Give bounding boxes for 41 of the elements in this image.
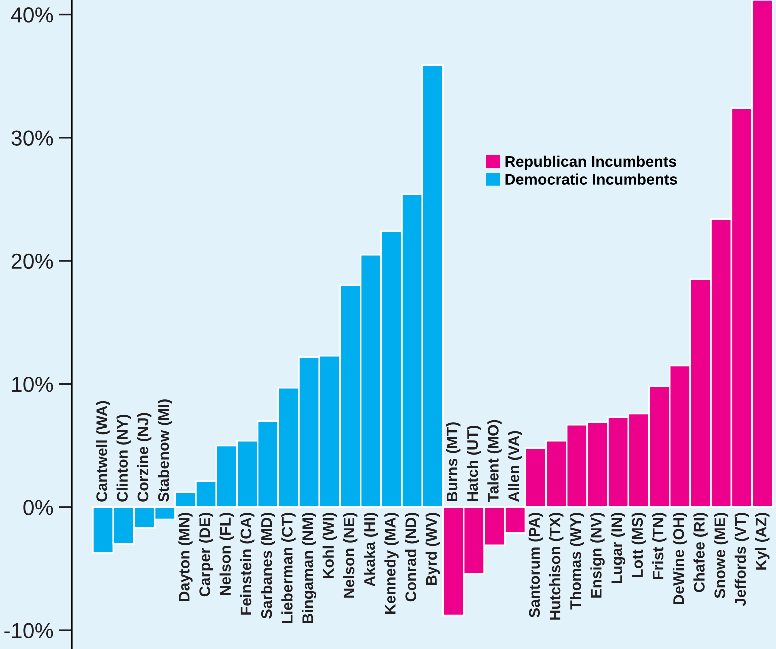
x-tick-label: Lott (MS) (632, 513, 646, 578)
y-tick-label: -10% (4, 623, 54, 639)
x-tick-label: Burns (MT) (446, 422, 461, 502)
y-tick-label: 40% (11, 8, 54, 23)
x-tick-label: DeWine (OH) (673, 513, 688, 605)
x-tick-label: Snowe (ME) (714, 513, 729, 598)
x-tick-label: Akaka (HI) (364, 513, 378, 587)
x-tick-label: Hatch (UT) (467, 426, 482, 502)
x-tick-label: Kohl (WI) (322, 513, 338, 578)
x-tick-label: Sarbanes (MD) (261, 513, 276, 619)
y-tick-label: 20% (12, 254, 54, 270)
y-tick-label: 30% (12, 130, 54, 146)
x-tick-label: Bingaman (NM) (302, 513, 316, 624)
x-tick-label: Lieberman (CT) (282, 513, 296, 624)
y-tick-label: 0% (24, 500, 54, 516)
x-tick-label: Nelson (FL) (220, 513, 234, 596)
x-tick-label: Thomas (WY) (570, 513, 584, 610)
x-tick-label: Kennedy (MA) (384, 513, 399, 614)
x-tick-label: Stabenow (MI) (158, 400, 172, 502)
x-tick-label: Jeffords (VT) (734, 513, 750, 606)
x-tick-label: Nelson (NE) (343, 513, 358, 598)
x-tick-label: Cantwell (WA) (96, 401, 110, 502)
x-tick-label: Carper (DE) (199, 513, 214, 597)
x-tick-label: Corzine (NJ) (137, 413, 152, 502)
x-tick-label: Ensign (NV) (590, 513, 605, 598)
x-tick-label: Hutchison (TX) (549, 513, 564, 620)
x-tick-label: Feinstein (CA) (240, 513, 255, 615)
x-tick-label: Chafee (RI) (694, 513, 708, 592)
x-tick-label: Dayton (MN) (178, 513, 193, 602)
legend-label: Democratic Incumbents (506, 174, 678, 185)
x-tick-label: Frist (TN) (652, 513, 667, 580)
x-tick-label: Kyl (AZ) (755, 513, 770, 570)
y-tick-label: 10% (12, 376, 54, 392)
x-tick-label: Byrd (WV) (426, 513, 440, 586)
x-tick-label: Lugar (IN) (611, 513, 626, 584)
legend-label: Republican Incumbents (506, 156, 676, 170)
x-tick-label: Santorum (PA) (528, 513, 544, 618)
x-tick-label: Allen (VA) (508, 431, 522, 502)
x-tick-label: Clinton (NY) (116, 414, 132, 502)
x-tick-label: Talent (MO) (488, 420, 502, 502)
x-tick-label: Conrad (ND) (405, 513, 420, 602)
